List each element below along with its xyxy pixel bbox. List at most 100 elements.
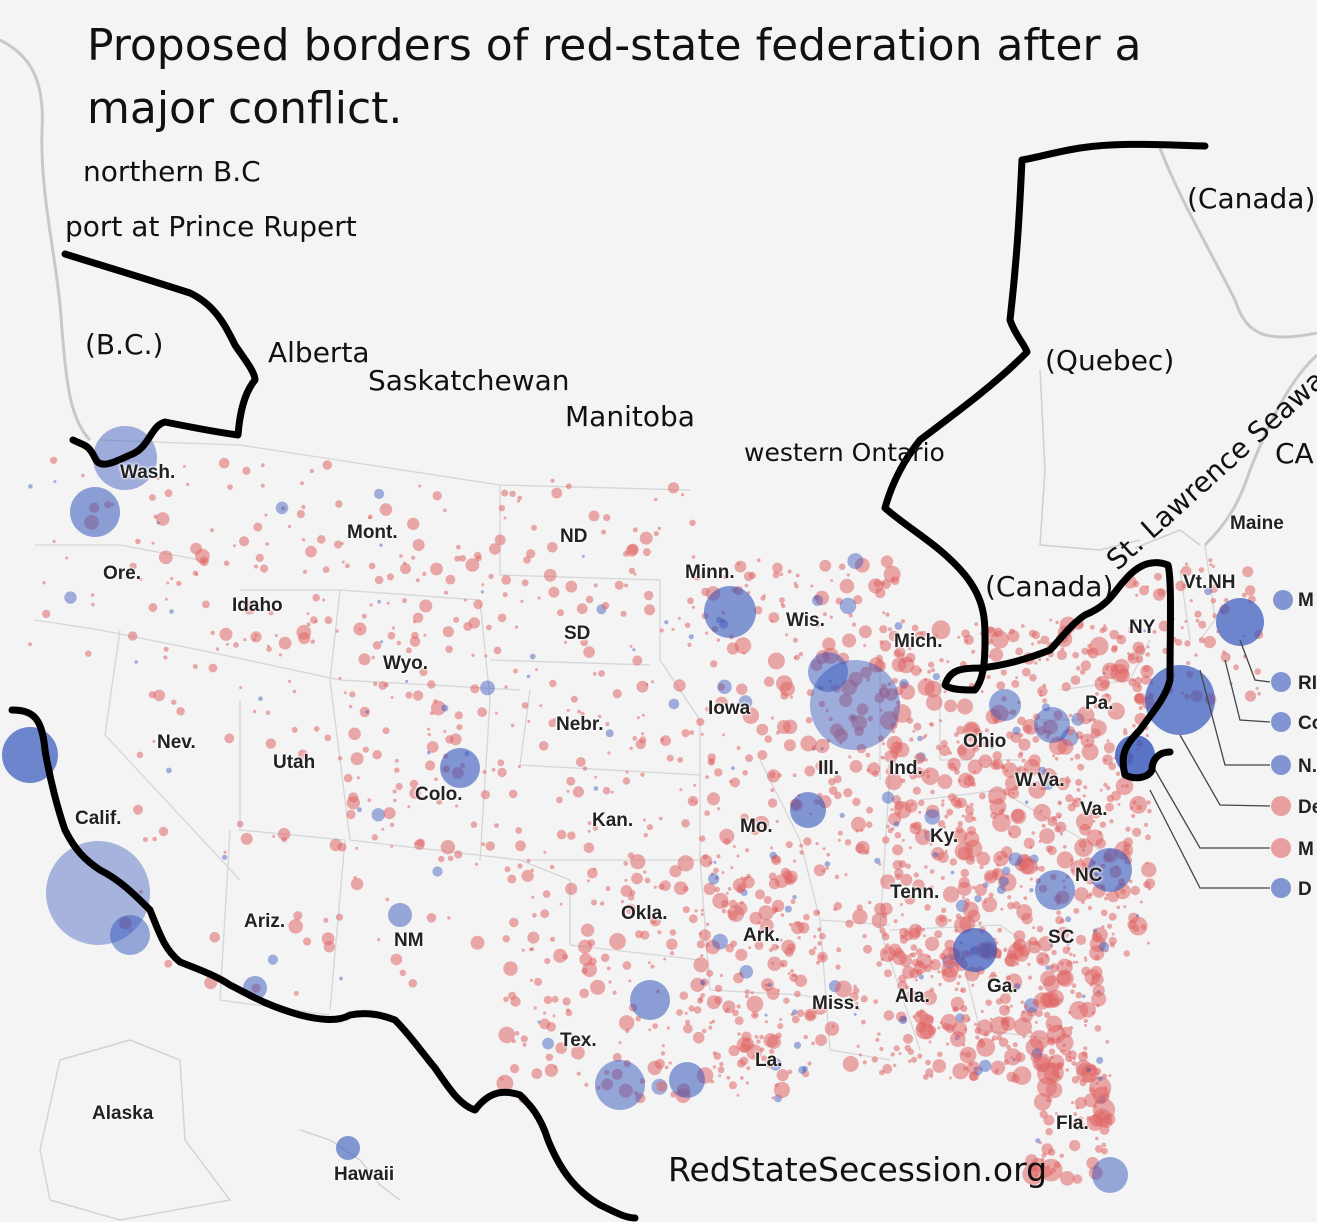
county-dot xyxy=(395,782,403,791)
county-dot xyxy=(927,669,932,674)
county-dot xyxy=(339,976,343,981)
county-dot xyxy=(679,788,683,792)
county-dot xyxy=(1180,626,1184,630)
county-dot xyxy=(632,736,638,741)
county-dot xyxy=(1081,647,1089,655)
county-dot xyxy=(783,739,796,752)
county-dot xyxy=(544,957,551,965)
county-dot xyxy=(661,1044,665,1048)
county-dot xyxy=(777,720,791,734)
county-dot xyxy=(713,1052,722,1060)
county-dot xyxy=(880,555,894,568)
county-dot xyxy=(1006,759,1010,763)
county-dot xyxy=(195,572,199,576)
county-dot xyxy=(813,935,817,939)
state-label-iowa: Iowa xyxy=(708,698,751,719)
county-dot xyxy=(943,690,947,694)
county-dot xyxy=(860,828,863,832)
county-dot xyxy=(1130,885,1141,896)
county-dot xyxy=(733,972,744,984)
county-dot xyxy=(901,657,908,664)
county-dot xyxy=(1021,758,1026,763)
county-dot xyxy=(1090,720,1107,737)
county-dot xyxy=(514,1031,520,1036)
county-dot xyxy=(170,577,174,581)
county-dot xyxy=(348,704,353,709)
county-dot xyxy=(1086,1116,1092,1121)
county-dot xyxy=(784,905,792,913)
county-dot xyxy=(839,578,855,594)
county-dot xyxy=(701,1028,707,1034)
county-dot xyxy=(798,1066,807,1074)
county-dot xyxy=(426,741,439,753)
county-dot xyxy=(1029,877,1033,881)
county-dot xyxy=(576,1071,581,1076)
state-label-fla: Fla. xyxy=(1056,1113,1089,1134)
county-dot xyxy=(1092,806,1097,811)
county-dot xyxy=(1065,916,1072,923)
county-dot xyxy=(931,668,935,673)
county-dot xyxy=(688,634,694,640)
county-dot xyxy=(1073,1112,1078,1116)
county-dot xyxy=(999,876,1009,887)
county-dot xyxy=(842,731,846,735)
county-dot xyxy=(42,581,46,585)
county-dot xyxy=(405,647,412,654)
county-dot xyxy=(888,630,900,642)
county-dot xyxy=(725,891,729,895)
county-dot xyxy=(746,1066,751,1071)
county-dot xyxy=(848,671,863,686)
county-dot xyxy=(815,1034,827,1046)
county-dot xyxy=(1057,815,1061,819)
county-dot xyxy=(1175,638,1183,647)
county-dot xyxy=(824,861,831,867)
county-dot xyxy=(689,519,696,526)
county-dot xyxy=(1011,1074,1020,1083)
county-dot xyxy=(381,827,385,831)
county-dot xyxy=(756,1039,761,1044)
county-dot xyxy=(757,921,761,925)
county-dot xyxy=(898,1015,908,1025)
county-dot xyxy=(1069,1140,1081,1152)
county-dot xyxy=(632,648,636,652)
county-dot xyxy=(666,938,678,950)
county-dot xyxy=(274,634,278,637)
state-label-mo: Mo. xyxy=(740,816,773,837)
county-dot xyxy=(1007,895,1012,900)
county-dot xyxy=(593,672,597,676)
county-dot xyxy=(581,923,595,937)
county-dot xyxy=(1081,994,1086,999)
county-dot xyxy=(612,990,617,995)
county-dot xyxy=(432,491,442,501)
county-dot xyxy=(878,735,885,742)
county-dot xyxy=(753,815,770,832)
county-dot xyxy=(1101,662,1119,680)
county-dot xyxy=(940,876,945,880)
county-dot xyxy=(1184,640,1191,647)
county-dot xyxy=(630,854,646,870)
county-dot xyxy=(979,865,984,870)
county-dot xyxy=(910,944,918,951)
county-dot xyxy=(610,790,614,794)
county-dot xyxy=(543,568,557,582)
county-dot xyxy=(957,846,971,860)
county-dot xyxy=(1117,802,1121,806)
county-dot xyxy=(1142,665,1150,673)
county-dot xyxy=(682,906,690,914)
county-dot xyxy=(1008,852,1023,867)
county-dot xyxy=(981,896,998,913)
county-dot xyxy=(867,900,872,905)
county-dot xyxy=(1146,800,1151,805)
metro-dot xyxy=(1216,598,1264,646)
county-dot xyxy=(1091,991,1107,1007)
state-label-ga: Ga. xyxy=(987,976,1018,997)
county-dot xyxy=(984,728,989,733)
county-dot xyxy=(794,584,799,589)
county-dot xyxy=(777,773,782,778)
county-dot xyxy=(721,908,727,914)
county-dot xyxy=(702,854,709,860)
county-dot xyxy=(1054,1112,1058,1115)
county-dot xyxy=(669,951,675,956)
county-dot xyxy=(566,1008,570,1012)
county-dot xyxy=(974,1022,978,1026)
